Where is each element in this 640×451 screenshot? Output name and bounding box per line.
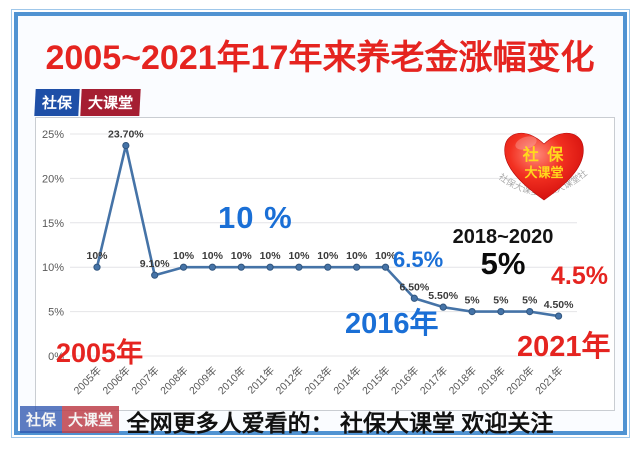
x-tick-label: 2011年 [245,364,278,397]
data-point [295,263,303,271]
logo-text-line2: 大课堂 [524,165,563,180]
x-tick-label: 2021年 [533,364,566,397]
data-point-label: 10% [317,250,339,262]
heart-highlight [515,136,537,150]
data-point-label: 5% [464,295,480,307]
data-point-label: 10% [231,250,253,262]
data-point-label: 4.50% [544,299,574,311]
data-point-label: 10% [202,250,224,262]
data-point-label: 10% [260,250,282,262]
heart-logo: 社保大课堂社保大课堂社保大课堂 社 保 大课堂 [492,118,589,201]
x-tick-label: 2014年 [331,364,364,397]
data-point [410,294,418,302]
data-point [208,263,216,271]
data-point [93,263,101,271]
pension-line-chart: 0%5%10%15%20%25%2005年2006年2007年2008年2009… [42,129,577,397]
data-point-label: 5% [493,295,509,307]
page-title: 2005~2021年17年来养老金涨幅变化 [45,39,595,77]
data-point [151,271,159,279]
annotation-2018-2020-block: 2018~2020 5% [447,226,559,279]
logo-text-line1: 社 保 [522,145,565,164]
brand-badge-part2: 大课堂 [80,89,141,116]
data-point [324,263,332,271]
brand-badge-top: 社保 大课堂 [34,89,141,116]
annotation-10-percent: 10 % [218,200,293,235]
data-point [237,263,245,271]
x-tick-label: 2009年 [186,364,219,397]
data-point [497,308,505,316]
annotation-4-5-percent: 4.5% [551,262,608,290]
annotation-year-2021: 2021年 [517,331,611,363]
x-tick-label: 2008年 [158,364,191,397]
data-point-label: 23.70% [108,129,144,141]
x-tick-label: 2019年 [475,364,508,397]
data-point-label: 10% [288,250,310,262]
heart-shape [504,132,584,201]
y-tick-label: 10% [42,262,64,274]
data-point [122,141,130,150]
data-point-label: 5.50% [428,290,458,302]
annotation-2018-2020-label: 2018~2020 [452,226,554,248]
x-tick-label: 2017年 [417,364,450,397]
y-tick-label: 25% [42,129,64,141]
data-point-label: 10% [346,250,368,262]
data-point-label: 10% [86,250,108,262]
x-tick-label: 2016年 [388,364,421,397]
annotation-5-percent: 5% [480,246,526,281]
data-point [381,263,390,271]
data-point-label: 6.50% [399,281,429,293]
data-point [555,312,563,320]
annotation-6-5-percent: 6.5% [393,247,444,272]
data-point-label: 9.10% [140,258,170,270]
x-tick-label: 2013年 [302,364,335,397]
y-tick-label: 5% [48,307,64,319]
y-tick-label: 0% [48,351,64,363]
data-point [526,308,534,316]
data-point-label: 10% [173,250,195,262]
x-tick-label: 2018年 [446,364,479,397]
data-point [439,303,447,311]
annotation-year-2016: 2016年 [345,308,439,340]
footer-slogan: 全网更多人爱看的： 社保大课堂 欢迎关注 [126,410,554,436]
y-tick-label: 15% [42,218,64,230]
footer-badge-part1: 社保 [20,406,63,433]
footer-badge-part2: 大课堂 [62,406,120,433]
data-point-label: 10% [375,250,397,262]
data-point [468,308,476,316]
x-tick-label: 2020年 [504,364,537,397]
data-point [353,263,361,271]
x-tick-label: 2012年 [273,364,306,397]
x-tick-label: 2010年 [215,364,248,397]
y-tick-label: 20% [42,173,64,185]
brand-badge-part1: 社保 [34,89,80,116]
data-point-label: 5% [522,295,538,307]
data-point [179,263,188,271]
annotation-year-2005: 2005年 [56,338,144,368]
brand-badge-footer: 社保 大课堂 [20,406,120,433]
data-point [266,263,274,271]
x-tick-label: 2015年 [359,364,392,397]
